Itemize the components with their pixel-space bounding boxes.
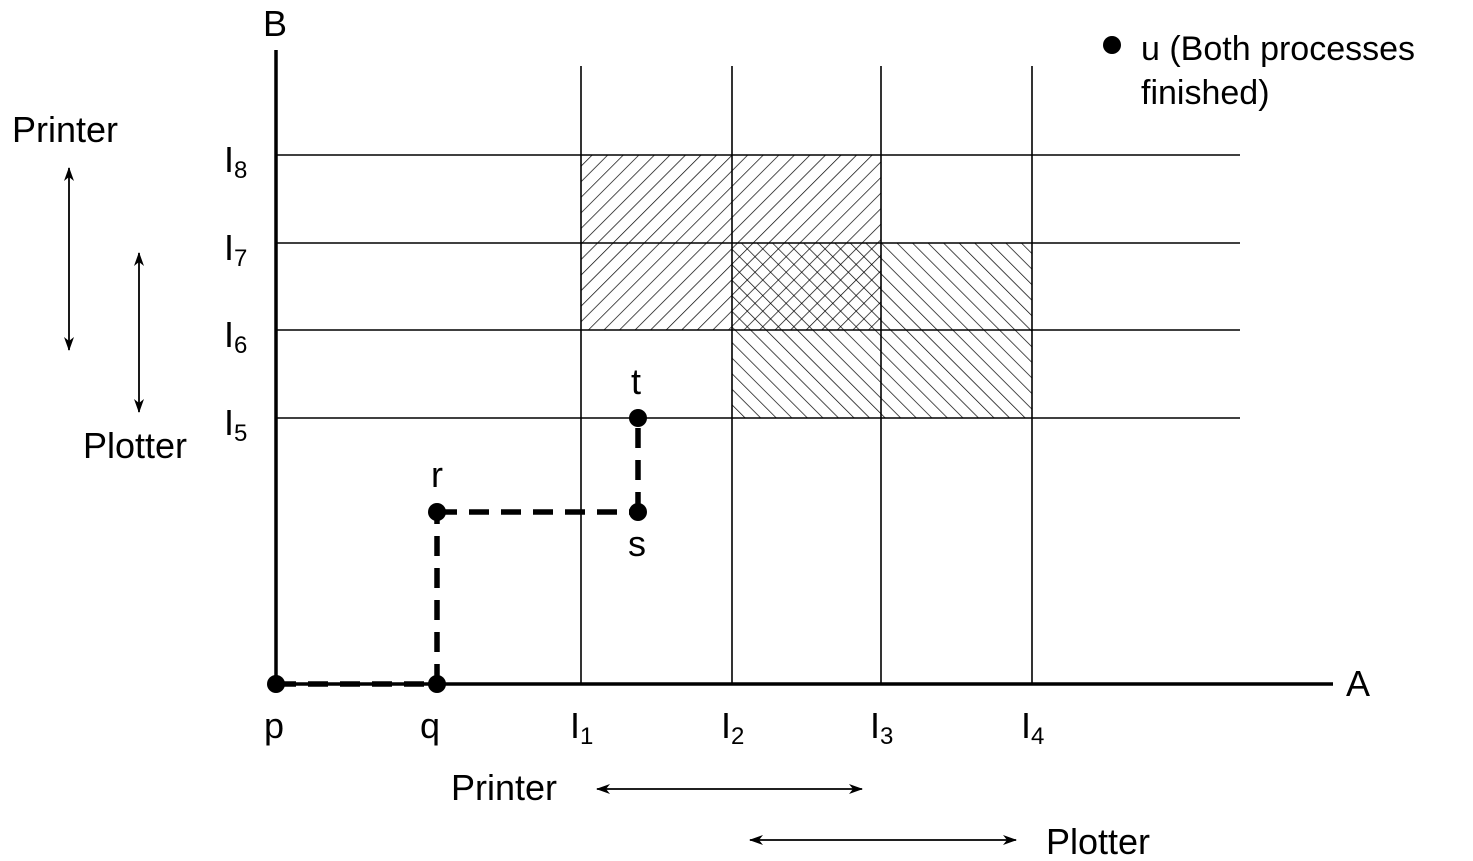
point-label-t: t: [631, 361, 641, 402]
trajectory: [276, 418, 641, 687]
point-t: [629, 409, 647, 427]
x-axis-label: A: [1346, 663, 1370, 704]
y-level-I5: I5: [224, 402, 247, 447]
legend-line-2: finished): [1141, 74, 1270, 112]
point-s: [629, 503, 647, 521]
grid: [276, 66, 1240, 684]
legend-dot-icon: [1103, 36, 1121, 54]
bottom-plotter-label: Plotter: [1046, 821, 1150, 861]
point-label-q: q: [420, 705, 440, 746]
x-level-I3: I3: [870, 705, 893, 750]
x-level-I2: I2: [721, 705, 744, 750]
point-label-p: p: [264, 705, 284, 746]
point-q: [428, 675, 446, 693]
y-level-I7: I7: [224, 227, 247, 272]
point-label-r: r: [431, 454, 443, 495]
legend-line-1: u (Both processes: [1141, 30, 1415, 68]
point-r: [428, 503, 446, 521]
point-p: [267, 675, 285, 693]
y-level-I6: I6: [224, 314, 247, 359]
bottom-printer-label: Printer: [451, 767, 557, 808]
point-label-s: s: [628, 523, 646, 564]
left-plotter-label: Plotter: [83, 425, 187, 466]
left-printer-label: Printer: [12, 109, 118, 150]
x-level-I1: I1: [570, 705, 593, 750]
y-axis-label: B: [263, 3, 287, 44]
x-level-I4: I4: [1021, 705, 1044, 750]
y-level-I8: I8: [224, 139, 247, 184]
